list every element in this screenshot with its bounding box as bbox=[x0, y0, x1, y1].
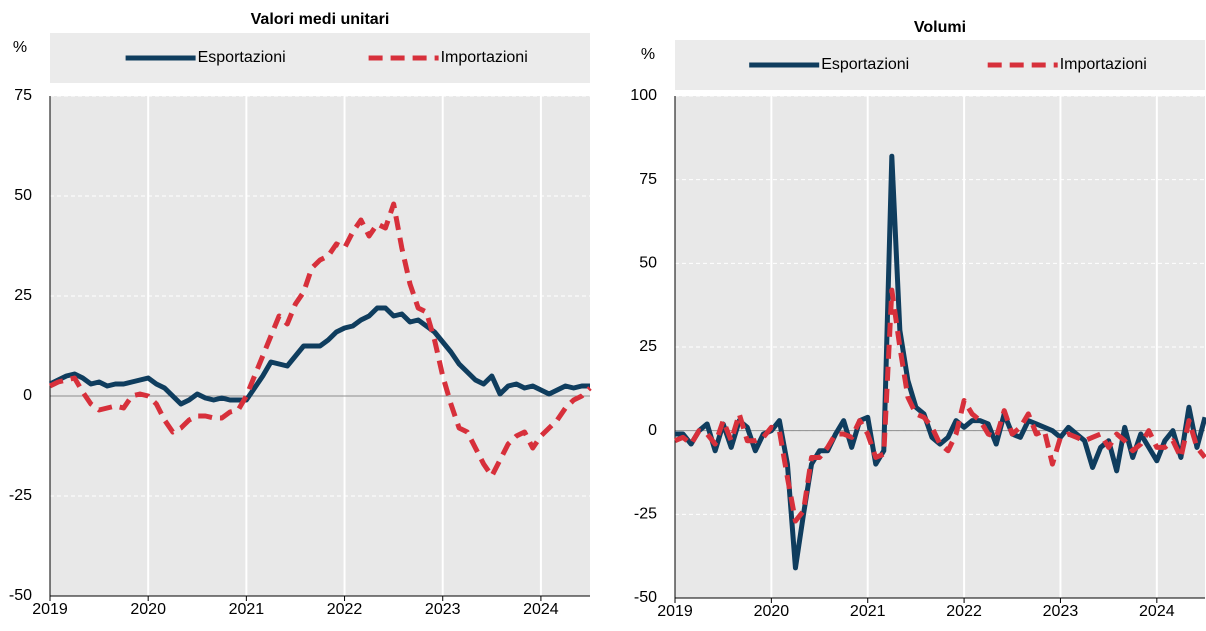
y-tick-label: -25 bbox=[9, 487, 32, 504]
y-tick-label: 25 bbox=[14, 287, 32, 304]
x-tick-label: 2020 bbox=[130, 601, 166, 618]
x-tick-label: 2020 bbox=[754, 603, 790, 620]
series-line bbox=[48, 305, 590, 407]
y-tick-label: 0 bbox=[23, 387, 32, 404]
y-tick-label: 50 bbox=[14, 187, 32, 204]
legend-label: Importazioni bbox=[441, 49, 528, 66]
x-tick-label: 2023 bbox=[1043, 603, 1079, 620]
x-tick-label: 2022 bbox=[327, 601, 363, 618]
y-tick-label: 100 bbox=[630, 87, 657, 104]
y-tick-label: -25 bbox=[634, 506, 657, 523]
x-tick-label: 2019 bbox=[657, 603, 693, 620]
y-tick-label: 75 bbox=[639, 171, 657, 188]
x-tick-label: 2022 bbox=[946, 603, 982, 620]
y-tick-label: 75 bbox=[14, 87, 32, 104]
y-tick-label: 0 bbox=[648, 422, 657, 439]
x-tick-label: 2023 bbox=[425, 601, 461, 618]
x-tick-label: 2024 bbox=[523, 601, 559, 618]
chart-title: Valori medi unitari bbox=[251, 11, 390, 28]
y-axis-label: % bbox=[13, 39, 27, 56]
series-line bbox=[674, 287, 1206, 524]
y-tick-label: 25 bbox=[639, 338, 657, 355]
x-tick-label: 2024 bbox=[1139, 603, 1175, 620]
y-tick-label: -50 bbox=[9, 587, 32, 604]
x-tick-label: 2021 bbox=[850, 603, 886, 620]
y-axis-label: % bbox=[641, 46, 655, 63]
legend-label: Importazioni bbox=[1060, 56, 1147, 73]
chart-title: Volumi bbox=[914, 19, 966, 36]
x-tick-label: 2019 bbox=[32, 601, 68, 618]
x-tick-label: 2021 bbox=[229, 601, 265, 618]
y-tick-label: 50 bbox=[639, 255, 657, 272]
series-line bbox=[48, 201, 592, 479]
legend-label: Esportazioni bbox=[821, 56, 909, 73]
legend-label: Esportazioni bbox=[198, 49, 286, 66]
y-tick-label: -50 bbox=[634, 589, 657, 606]
